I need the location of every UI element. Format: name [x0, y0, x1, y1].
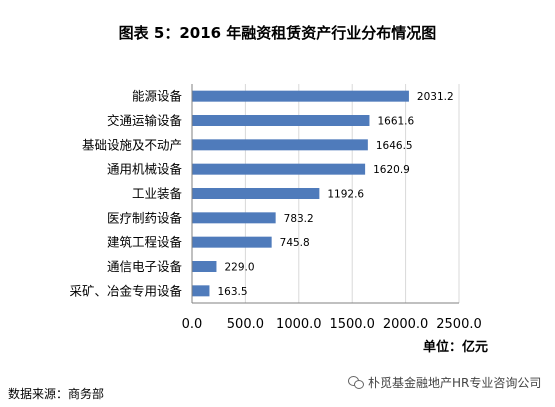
category-label: 通信电子设备	[107, 259, 183, 274]
axes	[191, 84, 459, 304]
wechat-icon	[348, 376, 364, 389]
bars	[192, 90, 409, 297]
value-label: 229.0	[224, 262, 254, 274]
bar	[192, 115, 370, 126]
bar	[192, 163, 366, 175]
value-label: 783.2	[284, 213, 314, 225]
value-label: 1646.5	[376, 140, 413, 152]
category-label: 工业装备	[132, 186, 183, 201]
bar	[192, 261, 217, 272]
bar	[192, 188, 320, 199]
category-label: 采矿、冶金专用设备	[69, 283, 182, 298]
data-source: 数据来源：商务部	[8, 387, 105, 401]
x-tick-label: 2500.0	[436, 317, 482, 332]
category-label: 交通运输设备	[107, 113, 183, 128]
bar	[192, 236, 272, 248]
chart-title: 图表 5：2016 年融资租赁资产行业分布情况图	[118, 24, 437, 42]
category-label: 建筑工程设备	[107, 235, 183, 250]
value-label: 1620.9	[373, 164, 410, 176]
watermark: 朴觅基金融地产HR专业咨询公司	[348, 374, 541, 391]
labels: 0.0 500.0 1000.0 1500.0 2000.0 2500.0 能源设备 2031…	[69, 89, 481, 332]
value-label: 163.5	[217, 286, 247, 298]
category-label: 医疗制药设备	[107, 210, 183, 225]
watermark-text: 朴觅基金融地产HR专业咨询公司	[368, 376, 542, 390]
category-label: 基础设施及不动产	[82, 137, 182, 152]
bar	[192, 285, 210, 297]
x-tick-label: 1500.0	[329, 317, 375, 332]
bar	[192, 90, 409, 102]
value-label: 1192.6	[327, 189, 364, 201]
value-label: 745.8	[280, 237, 310, 249]
bar	[192, 212, 276, 224]
value-label: 1661.6	[377, 116, 414, 128]
bar	[192, 139, 368, 151]
category-label: 通用机械设备	[107, 162, 183, 177]
x-tick-label: 1000.0	[276, 317, 322, 332]
x-tick-label: 2000.0	[383, 317, 429, 332]
unit-label: 单位：亿元	[423, 340, 489, 355]
x-tick-label: 0.0	[182, 317, 203, 332]
x-tick-label: 500.0	[227, 317, 264, 332]
value-label: 2031.2	[417, 91, 454, 103]
category-label: 能源设备	[132, 89, 183, 104]
